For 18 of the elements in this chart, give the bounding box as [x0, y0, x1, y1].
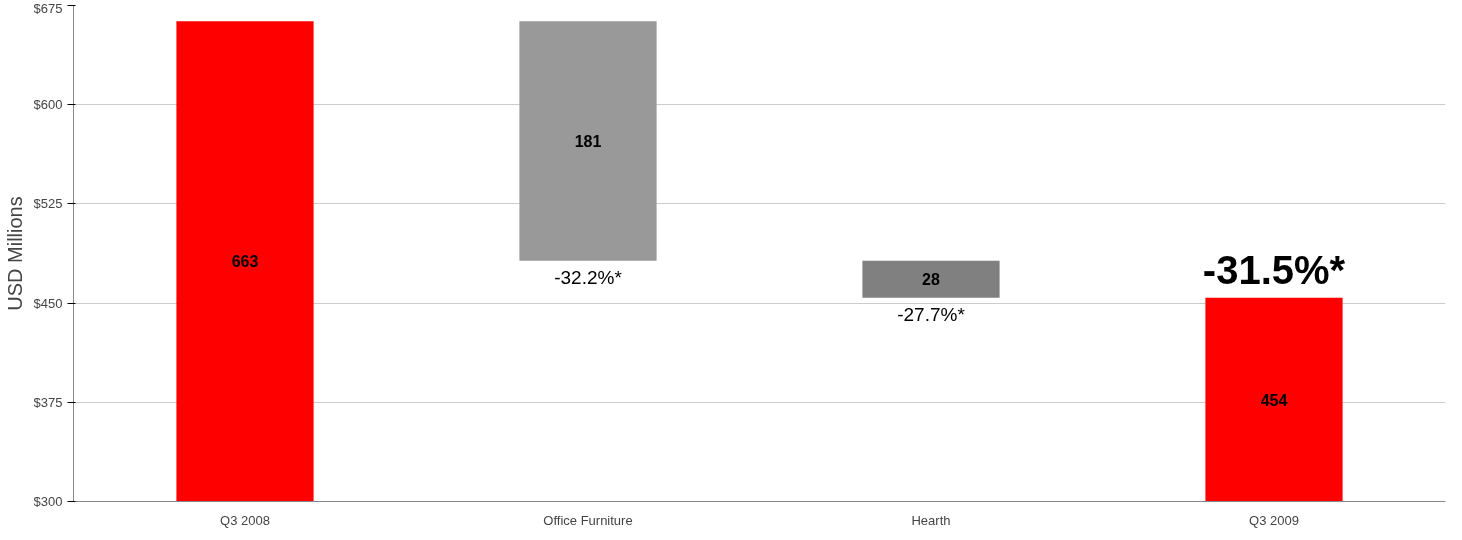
- data-label: 454: [1260, 391, 1288, 409]
- x-tick-label: Q3 2008: [220, 512, 270, 528]
- x-tick-label: Office Furniture: [543, 512, 633, 528]
- data-label: 663: [231, 253, 259, 271]
- data-label: 181: [574, 133, 602, 151]
- y-tick-label: $450: [33, 295, 63, 311]
- annotation: -32.2%*: [554, 266, 623, 288]
- annotation: -31.5%*: [1202, 247, 1346, 292]
- annotation: -27.7%*: [897, 303, 966, 325]
- y-tick-label: $600: [33, 97, 63, 113]
- y-tick-label: $525: [33, 196, 63, 212]
- x-tick-label: Hearth: [911, 512, 951, 528]
- y-axis-title: USD Millions: [3, 196, 26, 311]
- data-label: 28: [922, 271, 940, 289]
- y-tick-label: $375: [33, 394, 63, 410]
- y-tick-label: $675: [33, 0, 63, 16]
- y-tick-label: $300: [33, 494, 63, 509]
- x-tick-label: Q3 2009: [1249, 512, 1299, 528]
